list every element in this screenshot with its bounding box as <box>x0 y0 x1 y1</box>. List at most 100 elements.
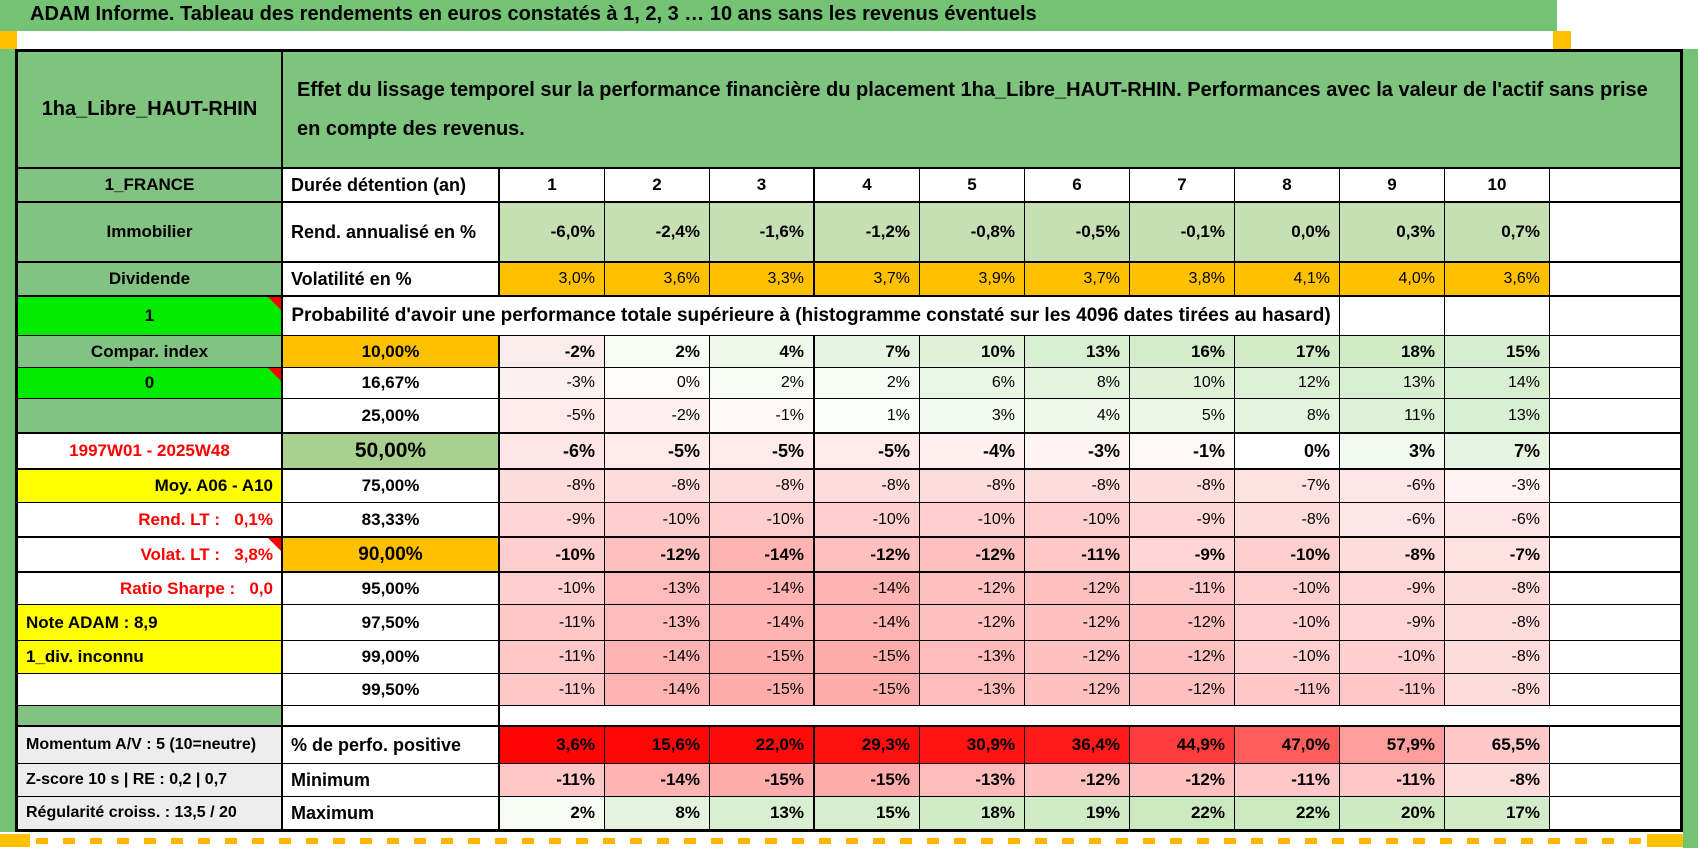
table-cell[interactable]: -12% <box>815 538 920 571</box>
table-cell[interactable]: 17% <box>1445 797 1550 829</box>
table-cell[interactable]: 18% <box>920 797 1025 829</box>
row-label[interactable]: Note ADAM : 8,9 <box>18 605 283 640</box>
table-cell[interactable]: -6,0% <box>500 203 605 261</box>
table-cell[interactable]: 4,1% <box>1235 263 1340 295</box>
table-cell[interactable]: -9% <box>1340 605 1445 640</box>
table-cell[interactable]: -8% <box>710 470 815 502</box>
table-cell[interactable]: -12% <box>1025 764 1130 796</box>
row-header[interactable]: 10,00% <box>283 336 500 367</box>
empty-cell[interactable] <box>1550 573 1680 604</box>
probability-span-cell[interactable]: Probabilité d'avoir une performance tota… <box>283 297 1340 335</box>
table-cell[interactable]: -6% <box>1340 503 1445 536</box>
empty-cell[interactable] <box>1550 297 1680 335</box>
row-header[interactable]: 25,00% <box>283 399 500 432</box>
table-cell[interactable]: 4,0% <box>1340 263 1445 295</box>
table-cell[interactable]: -11% <box>500 674 605 705</box>
table-cell[interactable]: 13% <box>710 797 815 829</box>
table-cell[interactable]: -10% <box>815 503 920 536</box>
table-cell[interactable]: 0,7% <box>1445 203 1550 261</box>
table-cell[interactable]: 3,7% <box>815 263 920 295</box>
table-cell[interactable]: 7 <box>1130 169 1235 201</box>
row-label[interactable] <box>18 399 283 432</box>
table-cell[interactable]: 36,4% <box>1025 727 1130 763</box>
table-cell[interactable]: 3,6% <box>1445 263 1550 295</box>
table-cell[interactable]: 44,9% <box>1130 727 1235 763</box>
table-cell[interactable]: -10% <box>1235 538 1340 571</box>
empty-cell[interactable] <box>1550 203 1680 261</box>
table-cell[interactable]: -0,8% <box>920 203 1025 261</box>
table-cell[interactable]: -1% <box>1130 434 1235 468</box>
table-cell[interactable]: 8 <box>1235 169 1340 201</box>
table-cell[interactable]: 7% <box>815 336 920 367</box>
empty-cell[interactable] <box>1550 797 1680 829</box>
table-cell[interactable]: 1% <box>815 399 920 432</box>
table-cell[interactable]: 3,0% <box>500 263 605 295</box>
table-cell[interactable]: 8% <box>1235 399 1340 432</box>
empty-cell[interactable] <box>283 706 500 725</box>
table-cell[interactable]: -0,5% <box>1025 203 1130 261</box>
table-cell[interactable]: -10% <box>1025 503 1130 536</box>
row-label[interactable] <box>18 706 283 725</box>
table-cell[interactable]: -12% <box>1025 573 1130 604</box>
table-cell[interactable]: 13% <box>1445 399 1550 432</box>
empty-cell[interactable] <box>1550 764 1680 796</box>
table-cell[interactable]: -14% <box>710 573 815 604</box>
table-cell[interactable]: 2% <box>710 368 815 398</box>
table-cell[interactable]: 0% <box>605 368 710 398</box>
row-header[interactable]: 99,00% <box>283 641 500 673</box>
row-header[interactable]: Rend. annualisé en % <box>283 203 500 261</box>
empty-cell[interactable] <box>1550 434 1680 468</box>
table-cell[interactable]: 13% <box>1025 336 1130 367</box>
row-label[interactable]: Dividende <box>18 263 283 295</box>
table-cell[interactable]: -12% <box>1130 674 1235 705</box>
table-cell[interactable]: 15% <box>815 797 920 829</box>
table-cell[interactable]: -13% <box>605 573 710 604</box>
table-cell[interactable]: 3% <box>1340 434 1445 468</box>
row-label[interactable]: Z-score 10 s | RE : 0,2 | 0,7 <box>18 764 283 796</box>
table-cell[interactable]: 13% <box>1340 368 1445 398</box>
table-cell[interactable]: -12% <box>1025 641 1130 673</box>
table-cell[interactable]: -6% <box>1340 470 1445 502</box>
table-cell[interactable]: -11% <box>500 764 605 796</box>
table-cell[interactable]: 0,0% <box>1235 203 1340 261</box>
table-cell[interactable]: 15% <box>1445 336 1550 367</box>
table-cell[interactable]: -15% <box>815 641 920 673</box>
table-cell[interactable]: 18% <box>1340 336 1445 367</box>
table-cell[interactable]: 57,9% <box>1340 727 1445 763</box>
table-cell[interactable]: 11% <box>1340 399 1445 432</box>
table-cell[interactable]: -5% <box>500 399 605 432</box>
table-cell[interactable]: 3,6% <box>605 263 710 295</box>
table-cell[interactable]: 1 <box>500 169 605 201</box>
table-cell[interactable]: -13% <box>920 764 1025 796</box>
empty-cell[interactable] <box>1550 399 1680 432</box>
table-cell[interactable]: -15% <box>815 764 920 796</box>
table-cell[interactable]: 3,6% <box>500 727 605 763</box>
table-cell[interactable]: 16% <box>1130 336 1235 367</box>
empty-cell[interactable] <box>1550 336 1680 367</box>
table-cell[interactable]: 20% <box>1340 797 1445 829</box>
table-cell[interactable]: -8% <box>815 470 920 502</box>
table-cell[interactable]: -9% <box>1130 503 1235 536</box>
table-cell[interactable]: 8% <box>605 797 710 829</box>
table-cell[interactable]: 5% <box>1130 399 1235 432</box>
table-cell[interactable]: -10% <box>1235 573 1340 604</box>
table-cell[interactable]: -3% <box>500 368 605 398</box>
table-cell[interactable]: -4% <box>920 434 1025 468</box>
table-cell[interactable]: -14% <box>815 605 920 640</box>
row-header[interactable]: 16,67% <box>283 368 500 398</box>
table-cell[interactable]: -11% <box>1235 674 1340 705</box>
empty-cell[interactable] <box>1550 503 1680 536</box>
table-cell[interactable]: -12% <box>1025 674 1130 705</box>
table-cell[interactable]: -10% <box>1235 641 1340 673</box>
row-label[interactable]: Régularité croiss. : 13,5 / 20 <box>18 797 283 829</box>
empty-cell[interactable] <box>1550 674 1680 705</box>
table-cell[interactable]: -12% <box>920 605 1025 640</box>
table-cell[interactable]: 10 <box>1445 169 1550 201</box>
table-cell[interactable]: -12% <box>1130 764 1235 796</box>
table-cell[interactable]: -14% <box>605 641 710 673</box>
table-cell[interactable]: -2,4% <box>605 203 710 261</box>
table-cell[interactable]: -3% <box>1025 434 1130 468</box>
table-cell[interactable]: -9% <box>500 503 605 536</box>
empty-cell[interactable] <box>1550 263 1680 295</box>
table-cell[interactable]: -8% <box>920 470 1025 502</box>
